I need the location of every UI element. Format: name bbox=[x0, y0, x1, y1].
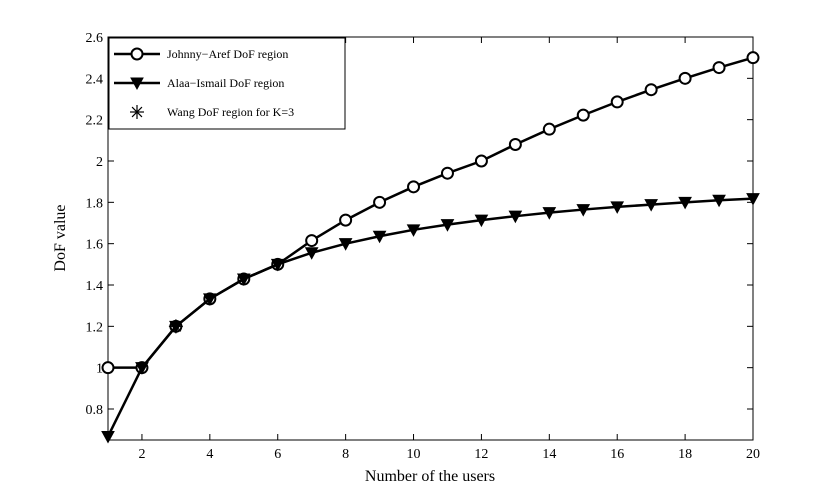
data-point-circle bbox=[508, 137, 522, 151]
data-point-triangle-down bbox=[338, 238, 353, 251]
series-layer bbox=[101, 51, 760, 444]
x-tick-label: 14 bbox=[542, 447, 556, 462]
legend-label: Alaa−Ismail DoF region bbox=[167, 76, 284, 90]
x-tick-label: 8 bbox=[342, 447, 349, 462]
y-axis-title: DoF value bbox=[52, 204, 69, 271]
data-point-circle bbox=[712, 61, 726, 75]
axis-ticks: 2 4 6 8 10 12 14 16 18 20 0.8 1 1.2 1.4 1.6 1.8 2 2.2 2.4 2… bbox=[86, 31, 761, 462]
data-point-triangle-down bbox=[644, 199, 659, 212]
series-line-triangle-down bbox=[106, 197, 754, 438]
data-point-triangle-down bbox=[202, 293, 217, 306]
data-point-triangle-down bbox=[101, 430, 115, 444]
legend-label: Wang DoF region for K=3 bbox=[167, 105, 294, 119]
data-point-circle bbox=[407, 180, 421, 194]
data-point-circle bbox=[440, 166, 454, 180]
x-tick-label: 18 bbox=[678, 447, 692, 462]
data-point-circle bbox=[644, 83, 658, 97]
data-point-triangle-down bbox=[576, 204, 591, 217]
data-point-circle bbox=[576, 108, 590, 122]
legend-marker-triangle-down bbox=[130, 77, 144, 91]
data-point-triangle-down bbox=[610, 201, 625, 214]
y-tick-label: 2.6 bbox=[86, 31, 104, 46]
data-point-circle bbox=[101, 361, 115, 375]
data-point-circle bbox=[542, 122, 556, 136]
y-tick-label: 2.4 bbox=[86, 72, 104, 87]
x-axis-title: Number of the users bbox=[365, 468, 495, 485]
y-tick-label: 1.8 bbox=[86, 196, 104, 211]
y-tick-label: 1.6 bbox=[86, 238, 104, 253]
data-point-circle bbox=[339, 213, 353, 227]
data-point-triangle-down bbox=[135, 362, 149, 375]
legend-marker-circle bbox=[130, 47, 144, 61]
legend: Johnny−Aref DoF region Alaa−Ismail DoF re… bbox=[108, 37, 346, 130]
data-point-triangle-down bbox=[406, 224, 421, 237]
data-point-triangle-down bbox=[270, 258, 285, 272]
data-point-triangle-down bbox=[746, 193, 760, 206]
legend-items: Johnny−Aref DoF region Alaa−Ismail DoF re… bbox=[114, 47, 294, 119]
data-point-asterisk bbox=[168, 319, 183, 334]
data-point-triangle-down bbox=[542, 207, 557, 220]
y-tick-label: 0.8 bbox=[86, 403, 104, 418]
data-point-circle bbox=[610, 95, 624, 109]
x-tick-label: 4 bbox=[206, 447, 213, 462]
data-point-triangle-down bbox=[372, 230, 387, 244]
data-point-triangle-down bbox=[712, 194, 726, 208]
x-tick-label: 2 bbox=[138, 447, 145, 462]
data-point-triangle-down bbox=[678, 196, 692, 210]
data-point-circle bbox=[373, 195, 387, 209]
data-point-circle bbox=[305, 234, 319, 248]
data-point-triangle-down bbox=[508, 210, 523, 224]
legend-marker-asterisk bbox=[130, 105, 144, 119]
data-point-circle bbox=[678, 71, 692, 85]
x-tick-label: 10 bbox=[407, 447, 421, 462]
y-tick-label: 1.4 bbox=[86, 279, 104, 294]
x-tick-label: 20 bbox=[746, 447, 760, 462]
x-tick-label: 12 bbox=[474, 447, 488, 462]
y-tick-label: 1.2 bbox=[86, 320, 104, 335]
data-point-triangle-down bbox=[304, 247, 319, 260]
data-point-triangle-down bbox=[236, 273, 251, 287]
y-tick-label: 1 bbox=[96, 362, 103, 377]
data-point-triangle-down bbox=[474, 214, 489, 228]
data-point-circle bbox=[474, 154, 488, 168]
data-point-circle bbox=[746, 51, 760, 65]
x-tick-label: 6 bbox=[274, 447, 281, 462]
y-tick-label: 2 bbox=[96, 155, 103, 170]
x-tick-label: 16 bbox=[610, 447, 624, 462]
data-point-triangle-down bbox=[440, 219, 455, 232]
y-tick-label: 2.2 bbox=[86, 114, 104, 129]
legend-label: Johnny−Aref DoF region bbox=[167, 47, 288, 61]
